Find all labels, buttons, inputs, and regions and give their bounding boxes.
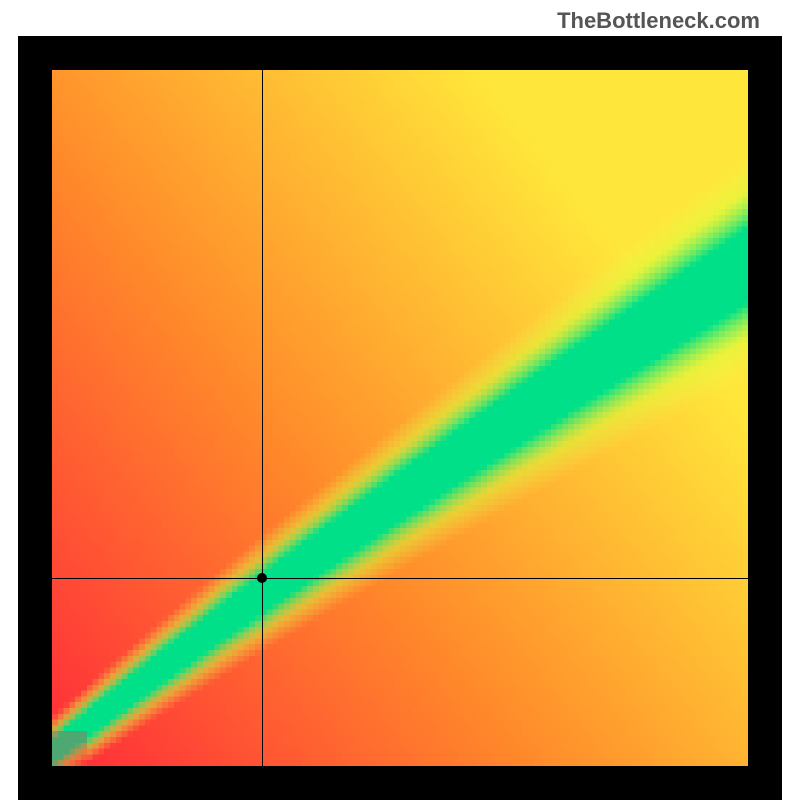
heatmap-canvas: [52, 70, 748, 766]
crosshair-vertical: [262, 70, 263, 766]
watermark-text: TheBottleneck.com: [557, 8, 760, 34]
chart-container: TheBottleneck.com: [0, 0, 800, 800]
plot-wrap: [0, 36, 800, 800]
crosshair-marker: [257, 573, 267, 583]
crosshair-horizontal: [52, 578, 748, 579]
plot-frame: [18, 36, 782, 800]
